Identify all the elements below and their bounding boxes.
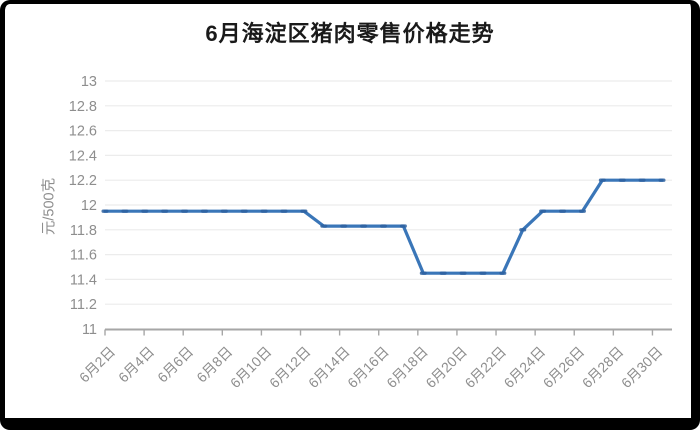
data-point-marker — [459, 271, 467, 275]
x-tick-label: 6月12日 — [266, 343, 314, 391]
y-axis-title: 元/500克 — [41, 177, 58, 236]
data-point-marker — [101, 209, 109, 213]
x-tick-label: 6月20日 — [422, 343, 470, 391]
data-point-marker — [300, 209, 308, 213]
data-point-marker — [578, 209, 586, 213]
data-point-marker — [260, 209, 268, 213]
data-point-marker — [499, 271, 507, 275]
data-point-marker — [360, 224, 368, 228]
data-point-marker — [200, 209, 208, 213]
y-tick-label: 11.4 — [70, 272, 97, 288]
y-tick-label: 11.2 — [70, 297, 97, 313]
data-point-marker — [539, 209, 547, 213]
data-point-marker — [320, 224, 328, 228]
y-tick-label: 12.8 — [69, 99, 97, 115]
y-tick-label: 12 — [81, 198, 97, 214]
x-tick-label: 6月18日 — [383, 343, 431, 391]
y-tick-label: 11.8 — [70, 223, 97, 239]
data-point-marker — [439, 271, 447, 275]
y-tick-label: 12.4 — [69, 148, 97, 164]
data-point-marker — [638, 178, 646, 182]
y-tick-label: 11 — [82, 322, 97, 338]
data-point-marker — [419, 271, 427, 275]
y-tick-label: 11.6 — [70, 248, 97, 264]
x-tick-label: 6月24日 — [501, 343, 549, 391]
x-tick-label: 6月6日 — [154, 343, 196, 385]
data-point-marker — [618, 178, 626, 182]
chart-title: 6月海淀区猪肉零售价格走势 — [205, 21, 495, 46]
data-point-marker — [559, 209, 567, 213]
data-point-marker — [519, 228, 527, 232]
data-point-marker — [658, 178, 666, 182]
x-tick-label: 6月26日 — [540, 343, 588, 391]
x-tick-label: 6月4日 — [115, 343, 157, 385]
data-point-marker — [141, 209, 149, 213]
data-point-marker — [240, 209, 248, 213]
data-point-marker — [340, 224, 348, 228]
x-tick-label: 6月10日 — [227, 343, 275, 391]
data-point-marker — [399, 224, 407, 228]
data-point-marker — [380, 224, 387, 228]
data-point-marker — [161, 209, 169, 213]
data-point-marker — [220, 209, 228, 213]
data-point-marker — [181, 209, 189, 213]
x-tick-label: 6月2日 — [76, 343, 118, 385]
x-tick-label: 6月16日 — [344, 343, 392, 391]
y-tick-label: 13 — [81, 74, 97, 90]
y-tick-label: 12.6 — [69, 124, 97, 140]
x-tick-label: 6月14日 — [305, 343, 353, 391]
data-point-marker — [121, 209, 129, 213]
x-tick-label: 6月28日 — [579, 343, 627, 391]
x-tick-label: 6月22日 — [462, 343, 510, 391]
data-point-marker — [280, 209, 288, 213]
x-tick-label: 6月30日 — [618, 343, 666, 391]
data-point-marker — [479, 271, 487, 275]
y-tick-label: 12.2 — [69, 173, 97, 189]
data-point-marker — [598, 178, 606, 182]
